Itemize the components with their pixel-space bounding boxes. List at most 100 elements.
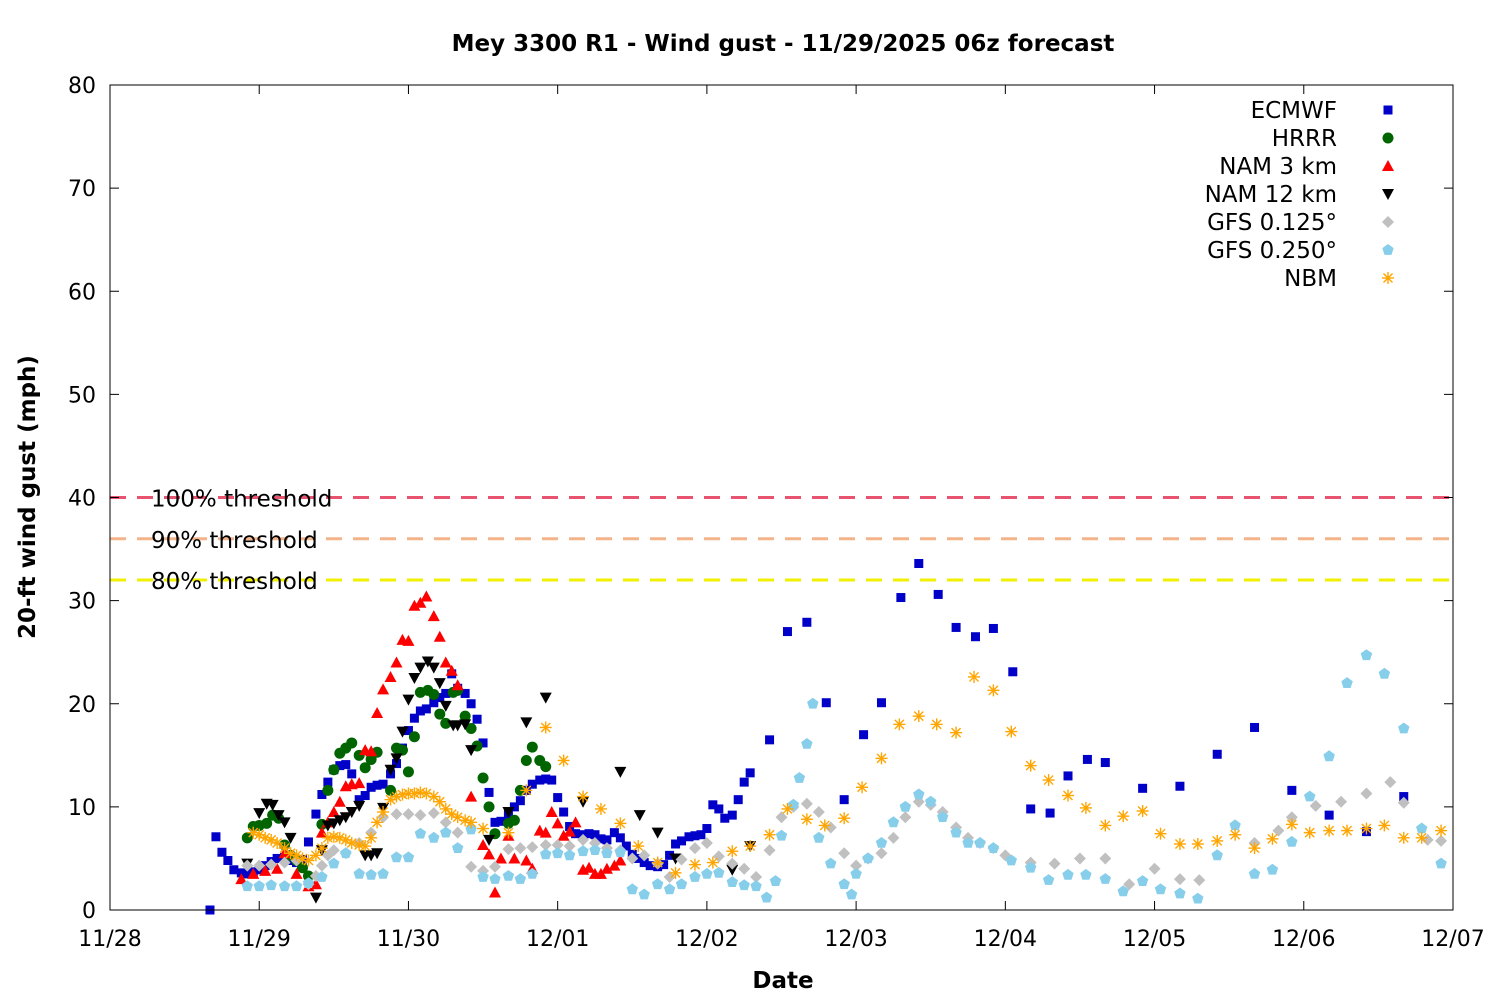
data-point-nam-12-km (669, 853, 682, 865)
legend-label-nam-12-km: NAM 12 km (1205, 182, 1337, 208)
asterisk-stroke (1006, 726, 1017, 737)
data-point-nbm (284, 847, 297, 860)
data-point-gfs-0-250 (540, 848, 552, 860)
asterisk-stroke (819, 820, 830, 831)
asterisk-stroke (340, 834, 351, 845)
data-point-ecmwf (236, 868, 246, 878)
x-tick-label: 11/28 (78, 927, 141, 952)
data-point-nam-12-km (520, 717, 533, 729)
data-point-nbm (1042, 774, 1055, 787)
asterisk-stroke (428, 791, 439, 802)
data-point-nbm (1211, 834, 1224, 847)
asterisk-stroke (615, 818, 626, 829)
data-point-ecmwf (466, 699, 476, 709)
asterisk-stroke (595, 803, 606, 814)
data-point-hrrr (483, 801, 495, 813)
threshold-label: 100% threshold (151, 487, 332, 513)
data-point-gfs-0-250 (526, 867, 538, 879)
series-nam-12-km (241, 656, 757, 904)
data-point-ecmwf (223, 856, 233, 865)
data-point-ecmwf (415, 706, 425, 716)
data-point-nbm (651, 856, 664, 869)
data-point-gfs-0-250 (1360, 649, 1373, 661)
data-point-gfs-0-125 (1285, 811, 1298, 824)
data-point-nbm (577, 790, 590, 803)
data-point-ecmwf (403, 726, 413, 736)
asterisk-stroke (727, 846, 738, 857)
data-point-nbm (800, 813, 813, 826)
data-point-gfs-0-125 (278, 856, 291, 869)
data-point-gfs-0-250 (887, 816, 900, 828)
data-point-nam-12-km (427, 662, 440, 674)
data-point-gfs-0-250 (937, 811, 949, 822)
data-point-ecmwf (217, 847, 227, 857)
x-tick-label: 12/02 (675, 927, 738, 952)
data-point-nam-12-km (339, 812, 352, 824)
y-tick-label: 40 (68, 487, 96, 512)
data-point-gfs-0-125 (800, 797, 813, 810)
data-point-ecmwf (839, 795, 849, 805)
data-point-ecmwf (765, 735, 775, 745)
asterisk-stroke (310, 850, 321, 861)
data-point-nam-3-km (259, 864, 272, 876)
data-point-nam-3-km (290, 867, 303, 879)
asterisk-stroke (1025, 760, 1036, 771)
data-point-nam-12-km (408, 672, 421, 684)
data-point-gfs-0-250 (1435, 857, 1447, 869)
data-point-gfs-0-250 (502, 870, 515, 881)
data-point-nam-12-km (414, 662, 427, 674)
data-point-nbm (296, 852, 309, 865)
chart-title: Mey 3300 R1 - Wind gust - 11/29/2025 06z… (452, 31, 1115, 57)
data-point-ecmwf (242, 869, 252, 879)
data-point-gfs-0-250 (353, 867, 365, 879)
legend-marker-nam-3-km (1382, 160, 1394, 171)
data-point-gfs-0-125 (526, 841, 539, 854)
data-point-gfs-0-250 (1062, 868, 1074, 880)
data-point-ecmwf (690, 831, 700, 841)
data-point-nam-3-km (494, 852, 507, 864)
data-point-gfs-0-250 (962, 837, 974, 848)
data-point-gfs-0-125 (1173, 873, 1186, 886)
y-tick-label: 70 (68, 177, 96, 202)
y-tick-label: 80 (68, 74, 96, 99)
data-point-nbm (967, 670, 980, 683)
data-point-gfs-0-125 (638, 849, 651, 862)
y-axis-label: 20-ft wind gust (mph) (15, 355, 41, 639)
data-point-gfs-0-250 (1117, 885, 1129, 897)
data-point-nbm (1079, 801, 1092, 814)
data-point-ecmwf (527, 779, 537, 789)
data-point-ecmwf (677, 836, 687, 846)
asterisk-stroke (745, 841, 756, 852)
data-point-nam-3-km (614, 854, 627, 866)
data-point-ecmwf (584, 829, 594, 839)
data-point-nbm (502, 826, 515, 839)
asterisk-stroke (266, 834, 277, 845)
data-point-gfs-0-125 (451, 826, 464, 839)
data-point-nbm (539, 721, 552, 734)
asterisk-stroke (1118, 811, 1129, 822)
data-point-nbm (477, 822, 490, 835)
data-point-nbm (1191, 838, 1204, 850)
data-point-gfs-0-250 (377, 867, 389, 879)
x-tick-label: 12/06 (1272, 927, 1335, 952)
data-point-gfs-0-250 (241, 880, 253, 892)
data-point-ecmwf (739, 777, 749, 787)
data-point-hrrr (465, 723, 477, 734)
y-tick-label: 60 (68, 280, 96, 305)
data-point-nbm (345, 836, 358, 849)
asterisk-stroke (1379, 820, 1390, 831)
data-point-ecmwf (460, 688, 470, 698)
asterisk-stroke (328, 831, 339, 842)
data-point-gfs-0-250 (614, 846, 626, 858)
data-point-ecmwf (708, 800, 718, 810)
asterisk-stroke (913, 711, 924, 722)
data-point-hrrr (402, 766, 414, 778)
data-point-gfs-0-250 (726, 876, 738, 887)
data-point-gfs-0-250 (1398, 722, 1410, 734)
data-point-gfs-0-250 (253, 880, 265, 892)
data-point-ecmwf (684, 832, 694, 842)
data-point-nbm (1154, 827, 1167, 840)
data-point-ecmwf (366, 782, 376, 792)
data-point-gfs-0-250 (675, 878, 688, 890)
data-point-gfs-0-250 (340, 847, 352, 859)
